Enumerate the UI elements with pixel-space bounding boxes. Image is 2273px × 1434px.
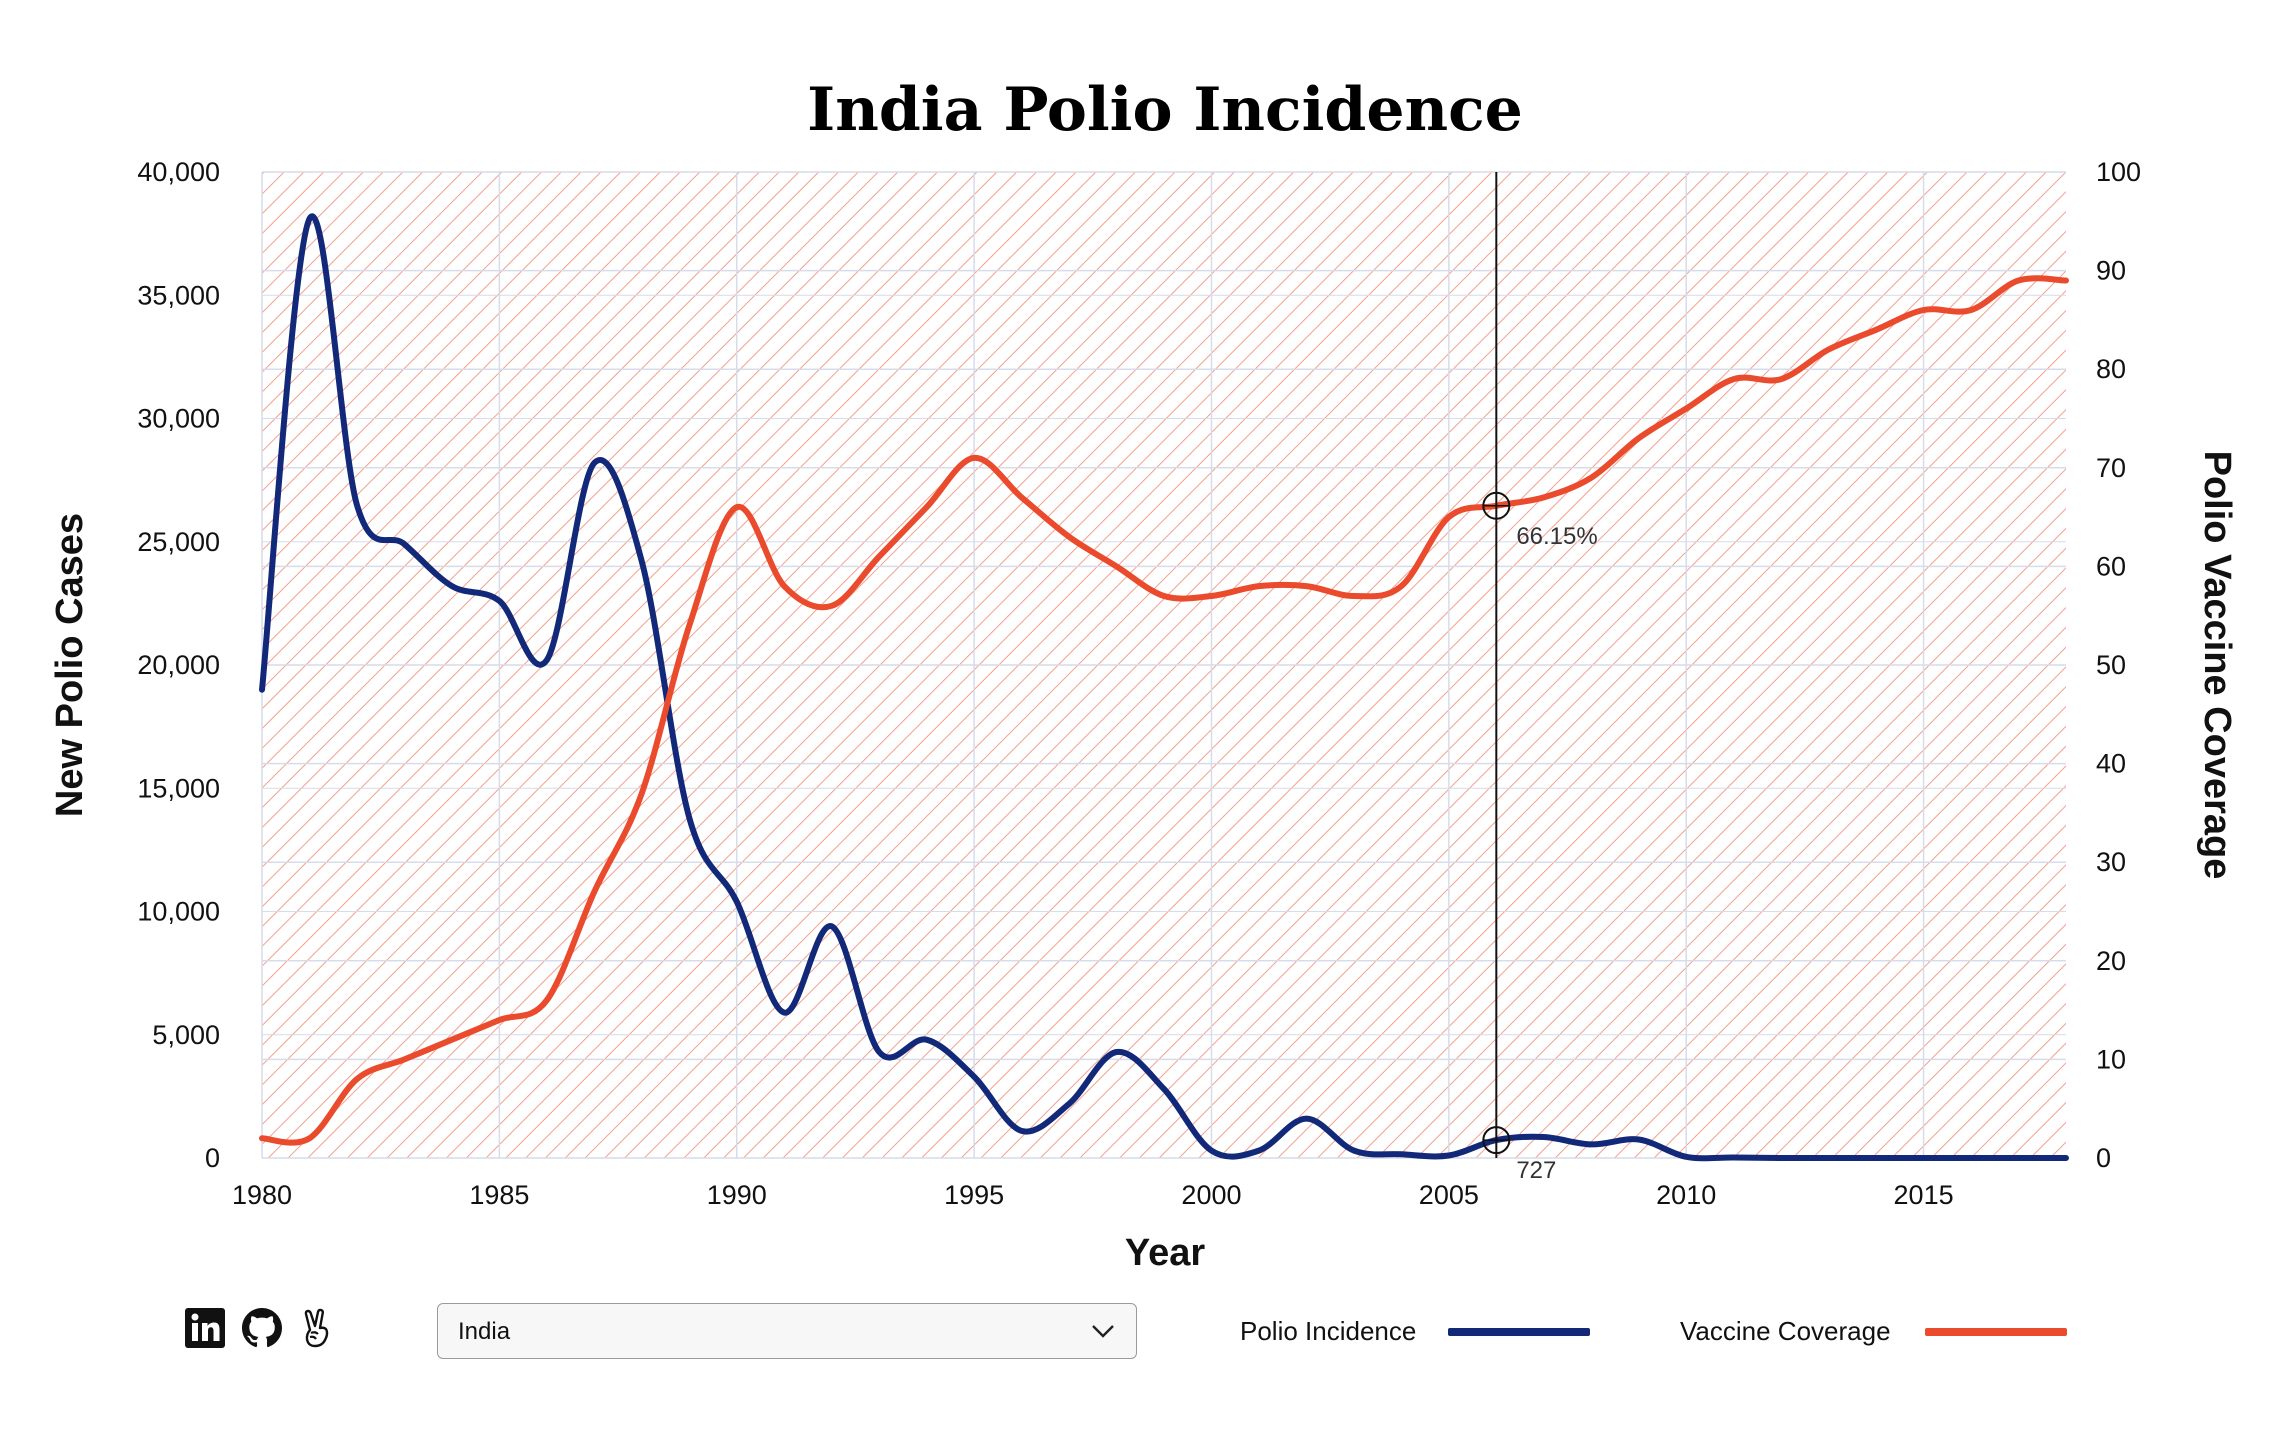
y-axis-label-left: New Polio Cases (49, 513, 91, 817)
hover-tooltip: 66.15% 727 (1482, 172, 1598, 1184)
y-tick-label-left: 15,000 (137, 773, 220, 803)
y-tick-label-right: 30 (2096, 847, 2126, 877)
y-tick-label-left: 40,000 (137, 157, 220, 187)
chart-title: India Polio Incidence (807, 75, 1523, 145)
y-tick-label-right: 20 (2096, 946, 2126, 976)
x-tick-label: 2000 (1181, 1180, 1241, 1210)
legend-swatch-coverage (1925, 1328, 2067, 1336)
series-lines (259, 213, 2069, 1162)
x-tick-label: 1980 (232, 1180, 292, 1210)
y-tick-label-right: 100 (2096, 157, 2141, 187)
series-line-polio-incidence (259, 213, 2069, 1162)
axes: 0 5,000 10,000 15,000 20,000 25,000 30,000 35,0… (137, 157, 2141, 1210)
peace-hand-icon[interactable] (298, 1308, 338, 1348)
y-tick-label-left: 10,000 (137, 897, 220, 927)
y-tick-label-left: 5,000 (152, 1020, 220, 1050)
y-tick-label-right: 70 (2096, 453, 2126, 483)
x-tick-label: 2010 (1656, 1180, 1716, 1210)
y-tick-label-right: 50 (2096, 650, 2126, 680)
footer (0, 1290, 2273, 1370)
legend-label-incidence: Polio Incidence (1240, 1316, 1417, 1346)
legend-label-coverage: Vaccine Coverage (1680, 1316, 1891, 1346)
y-tick-label-left: 35,000 (137, 280, 220, 310)
series-line-vaccine-coverage (259, 275, 2069, 1146)
x-tick-label: 2005 (1419, 1180, 1479, 1210)
y-tick-label-right: 80 (2096, 354, 2126, 384)
y-tick-label-right: 10 (2096, 1044, 2126, 1074)
legend-swatch-incidence (1448, 1328, 1590, 1336)
y-tick-label-left: 30,000 (137, 404, 220, 434)
chevron-down-icon (1092, 1325, 1114, 1338)
tooltip-incidence-value: 727 (1516, 1157, 1556, 1184)
y-tick-label-right: 40 (2096, 749, 2126, 779)
linkedin-icon[interactable] (185, 1308, 225, 1348)
github-icon[interactable] (242, 1308, 282, 1348)
chart: India Polio Incidence 0 5,000 10,000 15,000… (49, 75, 2238, 1274)
x-tick-label: 2015 (1894, 1180, 1954, 1210)
y-tick-label-left: 25,000 (137, 527, 220, 557)
country-select[interactable]: India (437, 1303, 1137, 1359)
x-tick-label: 1990 (707, 1180, 767, 1210)
y-tick-label-left: 0 (205, 1143, 220, 1173)
y-tick-label-left: 20,000 (137, 650, 220, 680)
x-tick-label: 1985 (469, 1180, 529, 1210)
y-tick-label-right: 90 (2096, 256, 2126, 286)
tooltip-coverage-value: 66.15% (1516, 523, 1597, 550)
y-tick-label-right: 0 (2096, 1143, 2111, 1173)
x-axis-label: Year (1125, 1232, 1206, 1274)
y-tick-label-right: 60 (2096, 551, 2126, 581)
y-axis-label-right: Polio Vaccine Coverage (2196, 451, 2238, 880)
x-tick-label: 1995 (944, 1180, 1004, 1210)
country-select-value: India (458, 1318, 511, 1345)
